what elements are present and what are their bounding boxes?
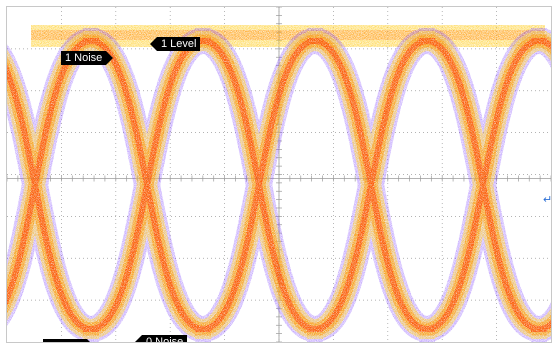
zero-noise-marker: 0 Noise: [134, 335, 188, 342]
oscilloscope-display: 1 Noise 1 Level 0 Noise ↵: [6, 6, 552, 343]
eye-trace: [532, 34, 551, 56]
eye-trace: [529, 31, 551, 62]
one-level-marker: 1 Level: [149, 37, 201, 51]
eye-trace: [532, 314, 551, 336]
eye-trace: [526, 28, 551, 69]
eye-trace: [312, 38, 430, 332]
trigger-level-icon: ↵: [543, 194, 552, 206]
one-noise-marker: 1 Noise: [61, 51, 114, 65]
eye-trace: [200, 38, 318, 332]
eye-trace: [526, 301, 551, 342]
eye-trace: [7, 64, 94, 332]
eye-trace: [536, 319, 551, 332]
eye-trace: [88, 38, 206, 332]
eye-trace: [536, 38, 551, 51]
eye-trace-layer: [7, 38, 551, 332]
eye-trace: [424, 38, 542, 332]
eye-trace: [529, 308, 551, 339]
zero-level-marker: [43, 339, 94, 342]
